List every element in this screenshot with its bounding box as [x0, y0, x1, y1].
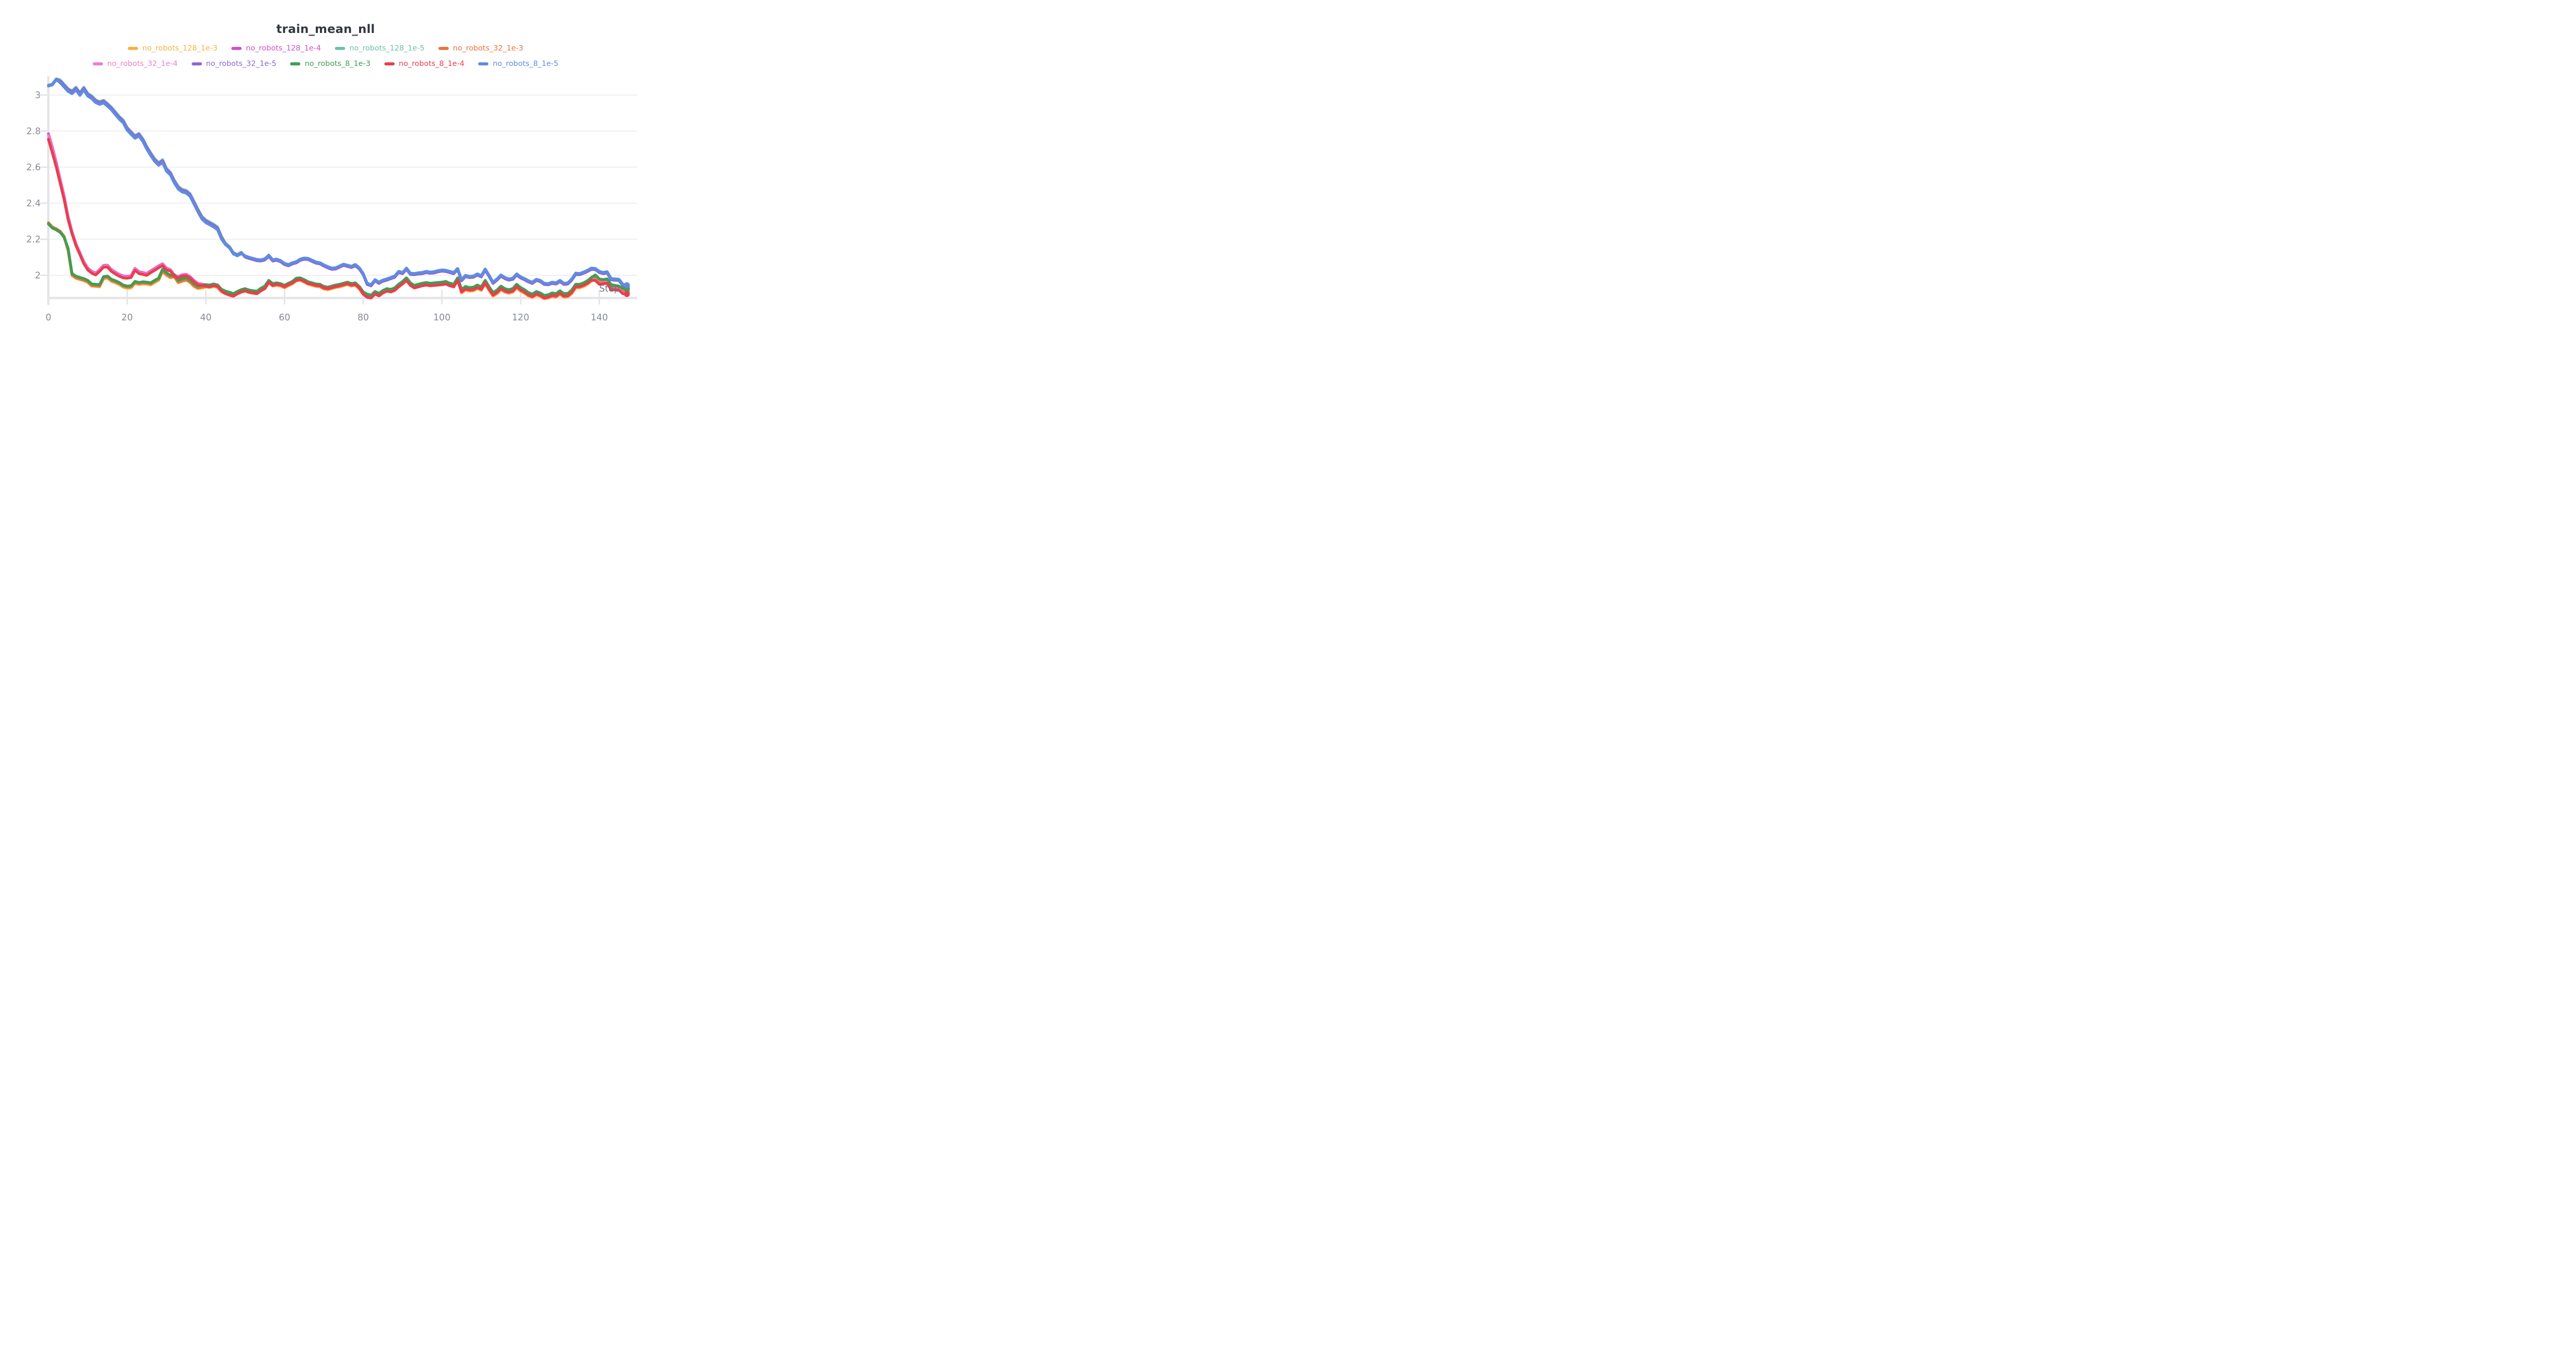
- legend-item-no_robots_128_1e-5[interactable]: no_robots_128_1e-5: [335, 44, 425, 53]
- legend-item-no_robots_8_1e-4[interactable]: no_robots_8_1e-4: [384, 60, 464, 68]
- series-line-no_robots_8_1e-3: [47, 223, 629, 297]
- legend-item-no_robots_128_1e-3[interactable]: no_robots_128_1e-3: [128, 44, 217, 53]
- legend-label: no_robots_8_1e-5: [493, 60, 558, 68]
- x-tick-label-20: 20: [122, 313, 133, 323]
- legend-label: no_robots_32_1e-5: [206, 60, 277, 68]
- y-tick-label-2.4: 2.4: [26, 199, 41, 209]
- y-tick-label-2: 2: [35, 271, 41, 281]
- legend-swatch-no_robots_32_1e-5: [191, 62, 202, 66]
- series-line-no_robots_8_1e-4: [47, 138, 629, 300]
- legend-swatch-no_robots_32_1e-3: [438, 46, 449, 50]
- legend-swatch-no_robots_128_1e-4: [231, 46, 242, 50]
- x-tick-label-100: 100: [433, 313, 450, 323]
- x-tick-label-0: 0: [45, 313, 51, 323]
- series-line-no_robots_128_1e-5: [47, 77, 629, 287]
- x-tick-label-60: 60: [279, 313, 290, 323]
- legend-item-no_robots_32_1e-3[interactable]: no_robots_32_1e-3: [438, 44, 523, 53]
- series-line-no_robots_32_1e-5: [47, 78, 629, 288]
- legend-item-no_robots_32_1e-5[interactable]: no_robots_32_1e-5: [191, 60, 277, 68]
- x-tick-label-80: 80: [358, 313, 369, 323]
- legend-swatch-no_robots_8_1e-3: [290, 62, 301, 66]
- legend-swatch-no_robots_8_1e-5: [478, 62, 489, 66]
- x-tick-label-140: 140: [591, 313, 608, 323]
- legend-label: no_robots_128_1e-3: [142, 44, 218, 53]
- legend-label: no_robots_32_1e-3: [453, 44, 523, 53]
- legend-item-no_robots_8_1e-5[interactable]: no_robots_8_1e-5: [478, 60, 558, 68]
- legend-label: no_robots_8_1e-4: [398, 60, 465, 68]
- chart-title: train_mean_nll: [276, 23, 375, 36]
- x-tick-label-40: 40: [200, 313, 211, 323]
- legend-label: no_robots_128_1e-5: [349, 44, 425, 53]
- series-endpoint-no_robots_8_1e-5: [623, 282, 630, 288]
- y-tick-label-2.2: 2.2: [26, 235, 41, 245]
- legend-item-no_robots_128_1e-4[interactable]: no_robots_128_1e-4: [231, 44, 321, 53]
- legend-swatch-no_robots_128_1e-5: [335, 46, 346, 50]
- legend-item-no_robots_8_1e-3[interactable]: no_robots_8_1e-3: [290, 60, 370, 68]
- legend-label: no_robots_128_1e-4: [246, 44, 321, 53]
- legend-swatch-no_robots_8_1e-4: [384, 62, 395, 66]
- x-axis-line: [47, 297, 637, 299]
- legend-row-2: no_robots_32_1e-4 no_robots_32_1e-5 no_rob…: [0, 60, 651, 68]
- series-endpoint-no_robots_8_1e-4: [623, 291, 630, 297]
- series-line-no_robots_32_1e-4: [47, 134, 629, 299]
- legend-row-1: no_robots_128_1e-3 no_robots_128_1e-4 no_r…: [0, 44, 651, 53]
- y-axis-line: [47, 76, 49, 305]
- legend-item-no_robots_32_1e-4[interactable]: no_robots_32_1e-4: [93, 60, 178, 68]
- legend-swatch-no_robots_32_1e-4: [93, 62, 104, 66]
- y-tick-label-2.8: 2.8: [26, 127, 41, 137]
- chart-panel: train_mean_nll no_robots_128_1e-3 no_robo…: [0, 0, 651, 342]
- x-axis-title: Step: [599, 284, 620, 294]
- legend-label: no_robots_32_1e-4: [107, 60, 178, 68]
- legend-label: no_robots_8_1e-3: [304, 60, 370, 68]
- y-tick-label-2.6: 2.6: [26, 163, 41, 173]
- series-line-no_robots_8_1e-5: [47, 78, 629, 287]
- legend-swatch-no_robots_128_1e-3: [128, 46, 139, 50]
- y-tick-label-3: 3: [35, 91, 41, 101]
- x-tick-label-120: 120: [512, 313, 529, 323]
